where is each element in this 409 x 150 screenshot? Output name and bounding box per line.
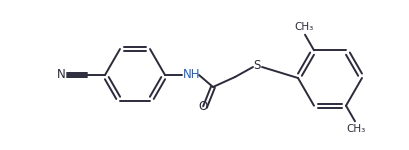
Text: NH: NH xyxy=(182,69,200,81)
Text: CH₃: CH₃ xyxy=(346,124,365,134)
Text: S: S xyxy=(253,60,260,72)
Text: N: N xyxy=(57,69,66,81)
Text: CH₃: CH₃ xyxy=(294,22,313,32)
Text: O: O xyxy=(198,100,207,113)
